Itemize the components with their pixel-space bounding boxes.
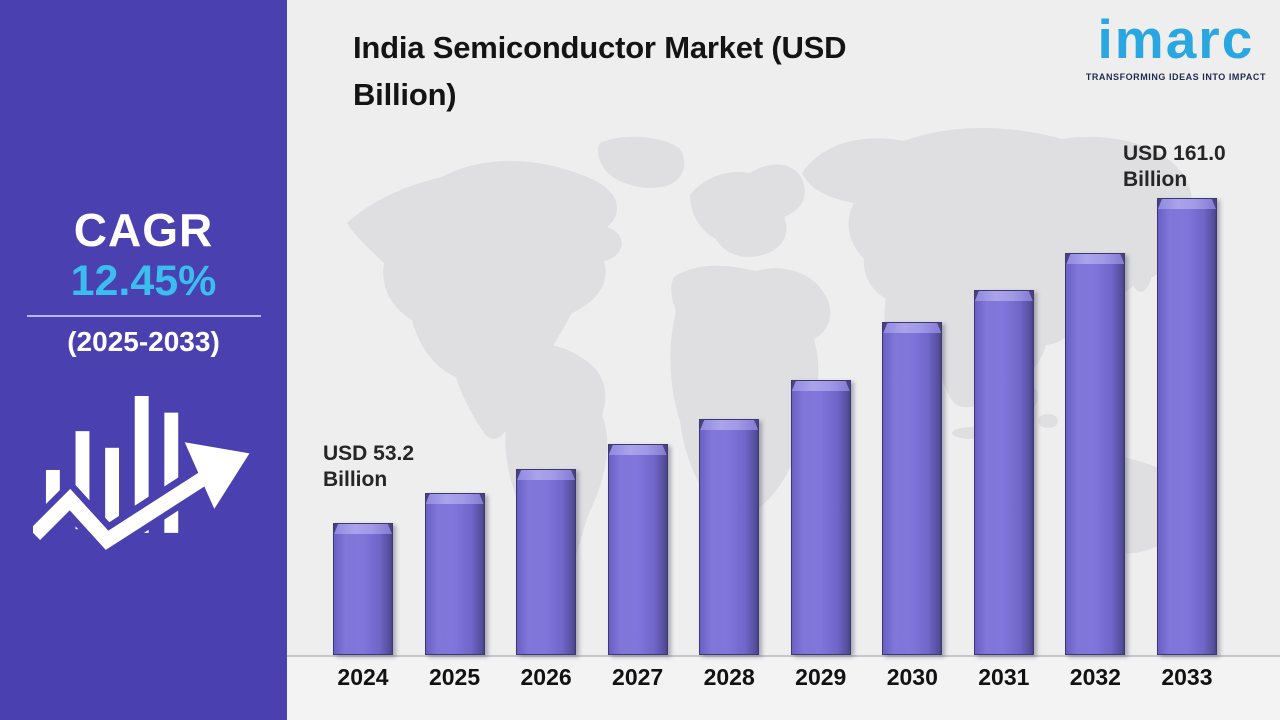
title-line-2: Billion)	[353, 77, 457, 112]
data-label-2024: USD 53.2 Billion	[323, 442, 415, 491]
x-axis-label-2027: 2027	[612, 664, 664, 690]
bar-2033	[1156, 198, 1217, 655]
bar-column-2030: 2030	[882, 322, 943, 690]
cagr-label: CAGR	[73, 204, 214, 256]
cagr-sidebar: CAGR 12.45% (2025-2033)	[0, 0, 287, 720]
bar-2030	[882, 322, 943, 655]
x-axis-label-2032: 2032	[1069, 664, 1121, 690]
bar-2024	[333, 523, 393, 655]
x-axis	[287, 655, 1280, 720]
chart-area: India Semiconductor Market (USD Billion) …	[287, 0, 1280, 720]
title-line-1: India Semiconductor Market (USD	[353, 30, 847, 65]
bar-column-2029: 2029	[790, 380, 851, 690]
bar-column-2026: 2026	[516, 469, 577, 690]
bar-2028	[699, 419, 760, 655]
map-north-america	[347, 161, 622, 439]
map-europe	[690, 164, 805, 258]
cagr-value: 12.45%	[70, 256, 217, 305]
bar-column-2028: 2028	[699, 419, 760, 690]
map-greenland	[597, 136, 685, 188]
bar-column-2033: 2033	[1156, 198, 1217, 690]
data-label-2033: USD 161.0 Billion	[1123, 142, 1226, 191]
x-axis-label-2026: 2026	[520, 664, 572, 690]
x-axis-label-2025: 2025	[428, 664, 481, 690]
imarc-logo-tagline: TRANSFORMING IDEAS INTO IMPACT	[1085, 72, 1266, 82]
bar-2031	[973, 290, 1034, 655]
bar-column-2027: 2027	[607, 444, 668, 690]
chart-title: India Semiconductor Market (USD Billion)	[353, 24, 847, 118]
map-asia	[802, 128, 1192, 408]
bar-2027	[607, 444, 668, 655]
bar-series: 2024 2025 2026 2027 2028 2029 2030 2031 2032 2033	[333, 198, 1217, 690]
bar-2025	[424, 493, 485, 655]
bar-column-2032: 2032	[1065, 253, 1126, 690]
bar-column-2031: 2031	[973, 290, 1034, 690]
divider	[26, 314, 261, 317]
bar-2029	[790, 380, 851, 655]
cagr-period: (2025-2033)	[67, 325, 220, 357]
x-axis-label-2030: 2030	[886, 664, 938, 690]
x-axis-label-2031: 2031	[978, 664, 1030, 690]
x-axis-label-2033: 2033	[1161, 664, 1213, 690]
bar-column-2025: 2025	[424, 493, 485, 690]
map-japan	[1132, 260, 1153, 292]
x-axis-label-2024: 2024	[337, 664, 389, 690]
bar-column-2024: 2024	[333, 523, 393, 690]
bar-2026	[516, 469, 577, 655]
bar-chart-growth-arrow-icon	[32, 395, 249, 559]
x-axis-label-2029: 2029	[795, 664, 847, 690]
x-axis-label-2028: 2028	[703, 664, 755, 690]
imarc-logo: imarc TRANSFORMING IDEAS INTO IMPACT	[1086, 6, 1266, 82]
bar-2032	[1065, 253, 1126, 655]
imarc-logo-text: imarc	[1097, 8, 1255, 70]
